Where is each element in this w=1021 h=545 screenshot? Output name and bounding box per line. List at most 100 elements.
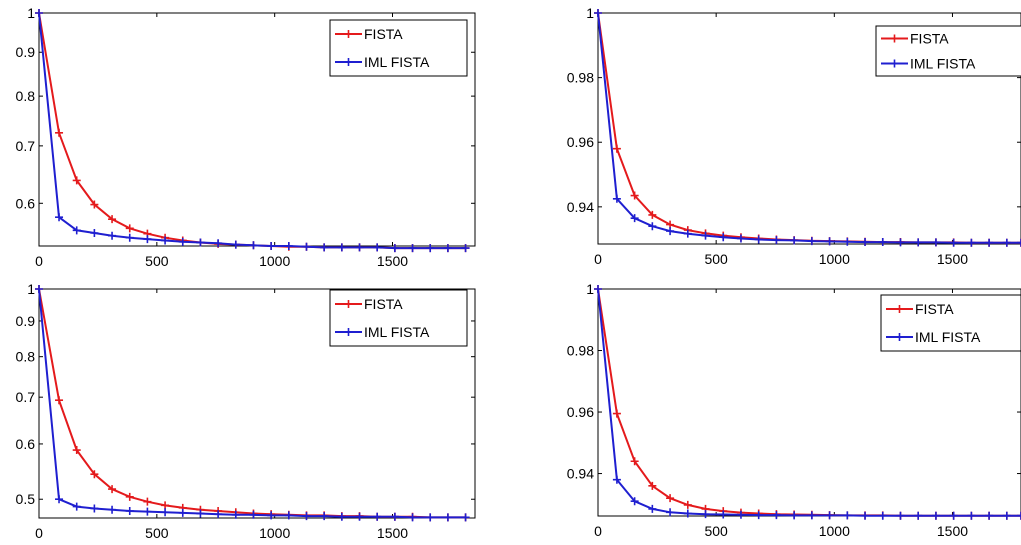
x-tick-label: 0 <box>594 251 602 267</box>
data-point-iml-fista <box>249 241 258 250</box>
y-tick-label: 0.8 <box>16 349 36 365</box>
data-point-iml-fista <box>461 244 470 253</box>
data-point-fista <box>666 494 675 503</box>
data-point-iml-fista <box>108 505 117 514</box>
data-point-iml-fista <box>373 512 382 521</box>
data-point-iml-fista <box>683 229 692 238</box>
data-point-iml-fista <box>878 238 887 247</box>
data-point-iml-fista <box>949 511 958 520</box>
data-point-iml-fista <box>125 506 134 515</box>
data-point-iml-fista <box>90 229 99 237</box>
data-point-fista <box>683 500 692 509</box>
legend-marker-fista <box>890 34 899 43</box>
data-point-iml-fista <box>161 508 170 517</box>
data-point-iml-fista <box>355 512 364 521</box>
y-tick-label: 1 <box>27 281 35 297</box>
legend: FISTA IML FISTA <box>875 25 1021 77</box>
x-tick-label: 500 <box>145 525 169 541</box>
data-point-iml-fista <box>302 512 311 521</box>
data-point-iml-fista <box>825 511 834 520</box>
data-point-iml-fista <box>178 237 187 246</box>
y-tick-label: 0.6 <box>16 436 36 452</box>
data-point-fista <box>612 144 621 153</box>
data-point-iml-fista <box>1002 238 1011 247</box>
y-tick-label: 0.9 <box>16 44 36 60</box>
data-point-fista <box>55 128 64 137</box>
x-tick-label: 0 <box>35 525 43 541</box>
legend-box <box>329 289 468 347</box>
y-tick-label: 0.96 <box>567 404 594 420</box>
data-point-iml-fista <box>594 9 602 17</box>
legend: FISTA IML FISTA <box>880 294 1021 352</box>
y-tick-label: 0.9 <box>16 313 36 329</box>
data-point-fista <box>90 470 99 479</box>
legend-label-iml-fista: IML FISTA <box>915 329 981 345</box>
data-point-iml-fista <box>896 238 905 247</box>
data-point-iml-fista <box>214 510 223 519</box>
data-point-iml-fista <box>648 504 657 513</box>
legend-label-iml-fista: IML FISTA <box>364 324 430 340</box>
data-point-iml-fista <box>178 508 187 517</box>
data-point-iml-fista <box>35 285 43 293</box>
data-point-iml-fista <box>967 238 976 247</box>
data-point-iml-fista <box>373 243 382 252</box>
x-tick-label: 500 <box>145 253 169 269</box>
x-tick-label: 1000 <box>259 253 290 269</box>
data-point-iml-fista <box>1002 511 1011 520</box>
x-tick-label: 1500 <box>937 251 968 267</box>
data-point-iml-fista <box>612 475 621 484</box>
y-tick-label: 0.96 <box>567 134 594 150</box>
legend-marker-fista <box>895 305 904 313</box>
x-tick-label: 0 <box>35 253 43 269</box>
x-tick-label: 0 <box>594 523 602 539</box>
data-point-iml-fista <box>931 238 940 247</box>
data-point-iml-fista <box>143 235 152 244</box>
data-point-fista <box>125 224 134 233</box>
data-point-iml-fista <box>161 236 170 245</box>
data-point-iml-fista <box>320 512 329 521</box>
data-point-fista <box>108 485 117 494</box>
data-point-fista <box>143 497 152 506</box>
data-point-iml-fista <box>196 509 205 518</box>
legend-marker-iml-fista <box>890 59 899 68</box>
data-point-iml-fista <box>630 214 639 223</box>
y-tick-label: 0.6 <box>16 195 36 211</box>
legend-label-fista: FISTA <box>910 31 949 47</box>
data-point-iml-fista <box>772 236 781 245</box>
data-point-iml-fista <box>125 233 134 242</box>
data-point-iml-fista <box>461 513 470 522</box>
data-point-fista <box>90 200 99 209</box>
data-point-iml-fista <box>72 226 81 235</box>
data-point-iml-fista <box>443 513 452 522</box>
y-tick-label: 0.7 <box>16 138 36 154</box>
data-point-iml-fista <box>1017 511 1021 520</box>
data-point-fista <box>612 409 621 418</box>
data-point-iml-fista <box>754 235 763 244</box>
data-point-iml-fista <box>754 511 763 520</box>
x-tick-label: 1000 <box>259 525 290 541</box>
legend-marker-fista <box>344 30 353 38</box>
y-tick-label: 0.7 <box>16 389 36 405</box>
data-point-iml-fista <box>426 244 435 253</box>
data-point-iml-fista <box>878 511 887 520</box>
chart-1: 0 500 1000 1500 0.6 0.7 0.8 0.9 1 FISTA IML FISTA <box>16 5 476 269</box>
data-point-iml-fista <box>666 227 675 236</box>
data-point-iml-fista <box>914 238 923 247</box>
data-point-iml-fista <box>249 510 258 519</box>
data-point-iml-fista <box>594 285 602 293</box>
x-tick-label: 1000 <box>819 251 850 267</box>
data-point-iml-fista <box>612 194 621 203</box>
data-point-fista <box>55 396 64 405</box>
data-point-iml-fista <box>701 231 710 240</box>
legend-label-iml-fista: IML FISTA <box>910 56 976 72</box>
data-point-iml-fista <box>861 511 870 520</box>
legend-label-fista: FISTA <box>364 26 403 42</box>
data-point-iml-fista <box>949 238 958 247</box>
y-tick-label: 0.98 <box>567 70 594 86</box>
data-point-iml-fista <box>302 242 311 251</box>
legend-marker-iml-fista <box>344 328 353 336</box>
data-point-iml-fista <box>143 507 152 516</box>
data-point-iml-fista <box>408 244 417 253</box>
data-point-iml-fista <box>630 497 639 506</box>
